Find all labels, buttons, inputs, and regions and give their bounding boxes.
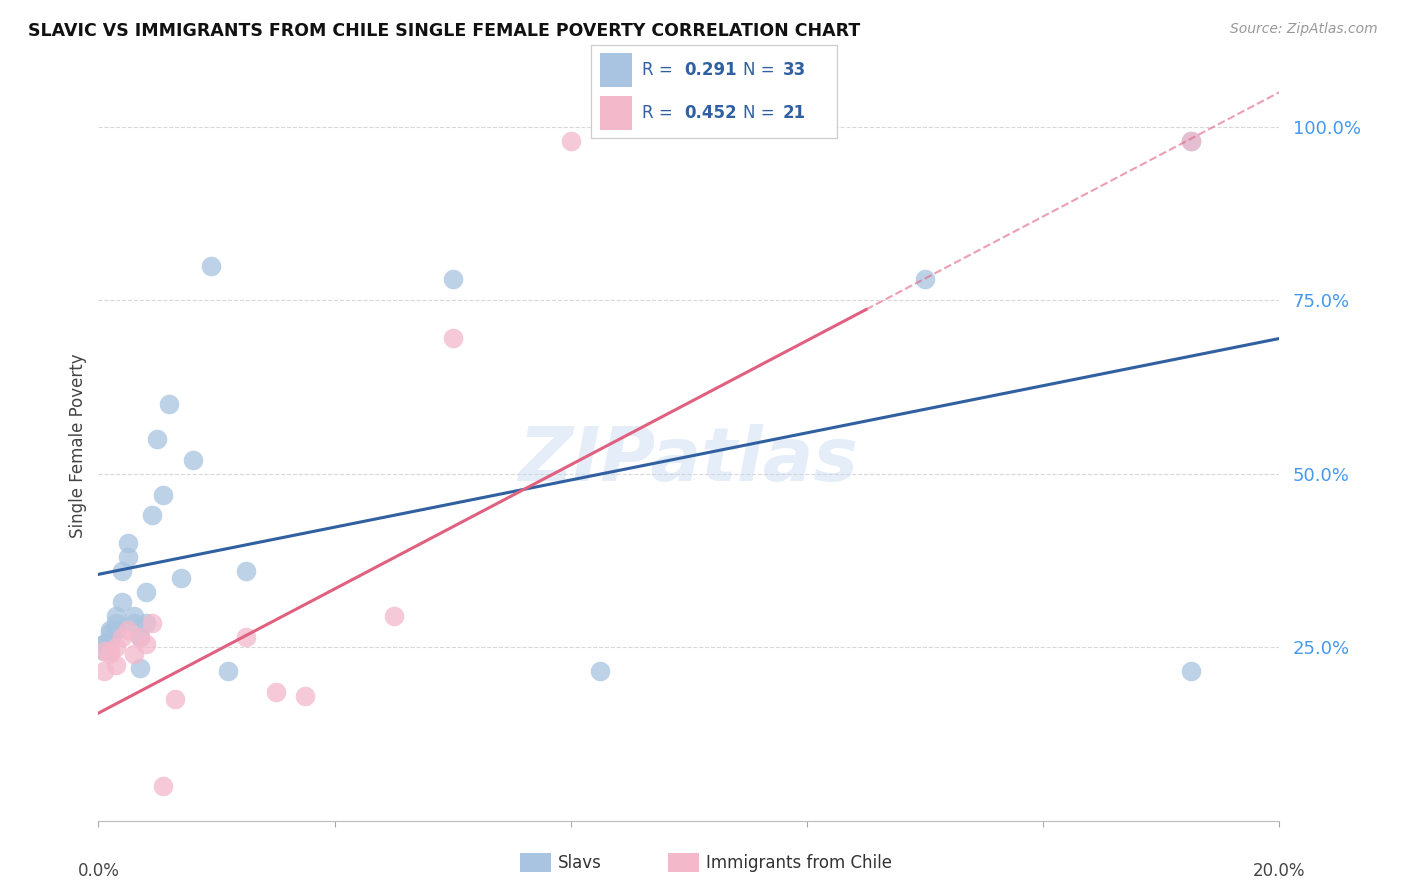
Text: ZIPatlas: ZIPatlas — [519, 425, 859, 498]
Point — [105, 657, 128, 672]
Text: 0.291: 0.291 — [685, 61, 737, 78]
Point — [141, 508, 163, 523]
Point — [157, 397, 180, 411]
Point — [122, 609, 145, 624]
Point — [128, 630, 150, 644]
Point — [93, 643, 115, 657]
Point — [135, 584, 157, 599]
Point — [1180, 134, 1202, 148]
Point — [152, 779, 174, 793]
Point — [441, 331, 464, 345]
Text: 20.0%: 20.0% — [1253, 862, 1306, 880]
Text: Source: ZipAtlas.com: Source: ZipAtlas.com — [1230, 22, 1378, 37]
Text: N =: N = — [742, 61, 780, 78]
Point — [117, 536, 139, 550]
Point — [135, 637, 157, 651]
Point — [98, 643, 121, 657]
Text: 33: 33 — [782, 61, 806, 78]
Point — [170, 571, 193, 585]
Point — [128, 661, 150, 675]
Point — [181, 453, 204, 467]
Point — [589, 665, 612, 679]
Point — [294, 689, 316, 703]
Text: Immigrants from Chile: Immigrants from Chile — [706, 854, 891, 871]
Text: SLAVIC VS IMMIGRANTS FROM CHILE SINGLE FEMALE POVERTY CORRELATION CHART: SLAVIC VS IMMIGRANTS FROM CHILE SINGLE F… — [28, 22, 860, 40]
Point — [235, 564, 257, 578]
Point — [98, 647, 121, 661]
Point — [111, 564, 134, 578]
Point — [98, 633, 121, 648]
Text: R =: R = — [643, 104, 678, 122]
Point — [141, 615, 163, 630]
Point — [105, 640, 128, 655]
Point — [93, 637, 115, 651]
Y-axis label: Single Female Poverty: Single Female Poverty — [69, 354, 87, 538]
Point — [152, 487, 174, 501]
Text: R =: R = — [643, 61, 678, 78]
Point — [135, 615, 157, 630]
Point — [914, 272, 936, 286]
Point — [111, 595, 134, 609]
Point — [105, 615, 128, 630]
Point — [93, 665, 115, 679]
Point — [235, 630, 257, 644]
Point — [122, 647, 145, 661]
Point — [128, 630, 150, 644]
Point — [93, 637, 115, 651]
Point — [117, 623, 139, 637]
Point — [264, 685, 287, 699]
Point — [117, 549, 139, 564]
Point — [98, 626, 121, 640]
Text: 0.0%: 0.0% — [77, 862, 120, 880]
Text: 21: 21 — [782, 104, 806, 122]
Point — [111, 630, 134, 644]
Text: 0.452: 0.452 — [685, 104, 737, 122]
FancyBboxPatch shape — [600, 96, 633, 130]
Point — [217, 665, 239, 679]
Point — [105, 623, 128, 637]
Point — [441, 272, 464, 286]
Point — [1180, 134, 1202, 148]
Point — [146, 432, 169, 446]
Point — [1180, 665, 1202, 679]
Text: Slavs: Slavs — [558, 854, 602, 871]
Point — [165, 692, 187, 706]
Point — [93, 643, 115, 657]
FancyBboxPatch shape — [600, 53, 633, 87]
Point — [105, 609, 128, 624]
Point — [122, 615, 145, 630]
Point — [98, 623, 121, 637]
Point — [382, 609, 405, 624]
Point — [200, 259, 222, 273]
Text: N =: N = — [742, 104, 780, 122]
Point — [560, 134, 582, 148]
